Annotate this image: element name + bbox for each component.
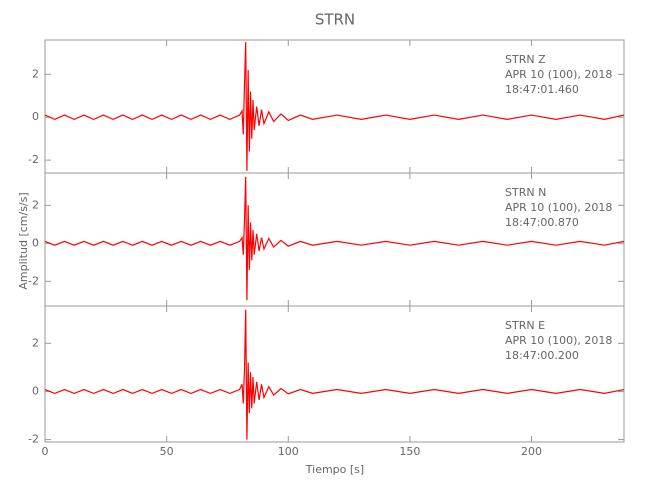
annotation: 18:47:00.870	[505, 216, 579, 229]
x-tick-label: 100	[278, 445, 299, 458]
x-tick-label: 50	[160, 445, 174, 458]
y-tick-label: 2	[32, 198, 39, 211]
annotation: STRN E	[505, 319, 545, 332]
annotation: APR 10 (100), 2018	[505, 68, 612, 81]
trace	[44, 176, 625, 301]
figure-title: STRN	[315, 11, 355, 29]
annotation: 18:47:00.200	[505, 349, 579, 362]
panel-frame	[44, 305, 625, 443]
annotation: APR 10 (100), 2018	[505, 334, 612, 347]
y-tick-label: 0	[32, 384, 39, 397]
y-tick-label: 0	[32, 110, 39, 123]
trace	[44, 42, 625, 171]
x-axis-label: Tiempo [s]	[305, 463, 364, 476]
y-tick-label: -2	[28, 433, 39, 446]
annotation: 18:47:01.460	[505, 83, 579, 96]
trace	[44, 309, 625, 440]
x-tick-label: 0	[42, 445, 49, 458]
x-tick-label: 200	[521, 445, 542, 458]
y-tick-label: 2	[32, 67, 39, 80]
x-tick-label: 150	[399, 445, 420, 458]
y-tick-label: 2	[32, 336, 39, 349]
y-axis-label: Amplitud [cm/s/s]	[17, 192, 30, 289]
y-tick-label: -2	[28, 153, 39, 166]
annotation: STRN Z	[505, 53, 546, 66]
annotation: STRN N	[505, 186, 546, 199]
y-tick-label: -2	[28, 274, 39, 287]
y-tick-label: 0	[32, 236, 39, 249]
annotation: APR 10 (100), 2018	[505, 201, 612, 214]
